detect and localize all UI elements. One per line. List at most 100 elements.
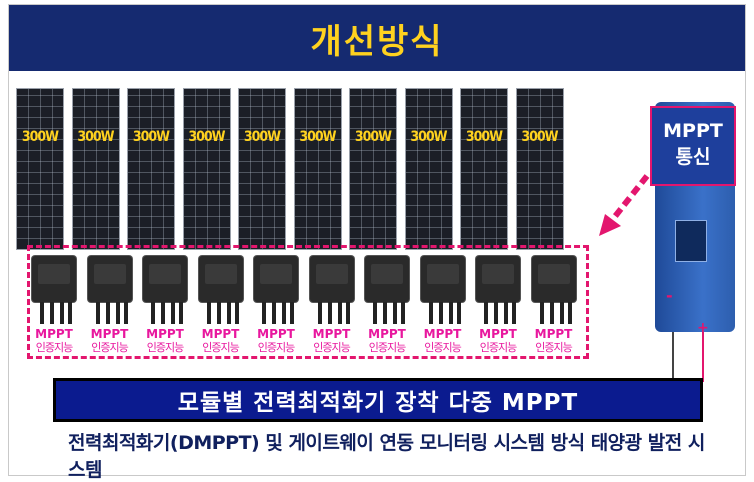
positive-terminal-label: + bbox=[697, 320, 709, 336]
optimizer-group-outline bbox=[27, 245, 589, 359]
connector-lead bbox=[105, 302, 110, 324]
callout-line2: 통신 bbox=[675, 146, 711, 168]
solar-panel: 300W bbox=[515, 88, 564, 250]
optimizer-label: MPPT 인증지능 bbox=[470, 327, 526, 355]
connector-lead bbox=[484, 302, 488, 324]
power-optimizer-icon bbox=[87, 256, 132, 302]
multi-mppt-banner: 모듈별 전력최적화기 장착 다중 MPPT bbox=[53, 378, 703, 422]
solar-panel: 300W bbox=[71, 88, 120, 250]
connector-lead bbox=[337, 302, 342, 324]
optimizer-label-korean: 인증지능 bbox=[479, 341, 517, 354]
optimizer-label-mppt: MPPT bbox=[479, 327, 517, 341]
panel-wattage-label: 300W bbox=[521, 129, 558, 145]
optimizer-label-korean: 인증지능 bbox=[257, 341, 295, 354]
solar-panel: 300W bbox=[404, 88, 453, 250]
optimizer-connectors bbox=[365, 302, 409, 324]
connector-lead bbox=[50, 302, 54, 324]
connector-lead bbox=[216, 302, 221, 324]
solar-panel: 300W bbox=[127, 88, 175, 250]
optimizer-label-korean: 인증지능 bbox=[424, 341, 461, 354]
optimizer-connectors bbox=[310, 302, 354, 324]
optimizer-label-korean: 인증지능 bbox=[91, 341, 128, 354]
connector-lead bbox=[161, 302, 165, 324]
connector-lead bbox=[383, 302, 387, 324]
connector-lead bbox=[512, 302, 516, 324]
system-description: 전력최적화기(DMPPT) 및 게이트웨이 연동 모니터링 시스템 방식 태양광… bbox=[68, 432, 705, 481]
connector-lead bbox=[234, 302, 239, 324]
connector-lead bbox=[179, 302, 183, 324]
banner-text: 모듈별 전력최적화기 장착 다중 MPPT bbox=[177, 390, 579, 416]
connector-lead bbox=[123, 302, 128, 324]
optimizer-label-korean: 인증지능 bbox=[202, 341, 239, 354]
dashed-arrow-icon bbox=[599, 174, 650, 236]
connector-lead bbox=[504, 302, 508, 324]
solar-panel: 300W bbox=[293, 88, 342, 250]
optimizer-label: MPPT 인증지능 bbox=[415, 328, 471, 355]
optimizer-label: MPPT 인증지능 bbox=[82, 327, 138, 355]
connector-lead bbox=[559, 302, 564, 324]
panel-wattage-label: 300W bbox=[299, 129, 336, 145]
power-optimizer-icon bbox=[198, 256, 243, 302]
solar-panel-array: 300W 300W 300W 300W 300W 300W 300W 300W 300W 300W bbox=[16, 88, 586, 258]
power-optimizer-icon bbox=[420, 256, 465, 302]
optimizer-label-korean: 인증지능 bbox=[313, 341, 350, 354]
optimizer-connectors bbox=[143, 302, 187, 324]
optimizer-connectors bbox=[421, 302, 465, 324]
optimizer-label-korean: 인증지능 bbox=[146, 341, 184, 354]
optimizer-label-mppt: MPPT bbox=[35, 327, 73, 341]
panel-wattage-label: 300W bbox=[188, 129, 225, 145]
panel-wattage-label: 300W bbox=[243, 129, 281, 145]
optimizer-connectors bbox=[32, 302, 76, 324]
slide-title: 개선방식 bbox=[310, 21, 444, 62]
optimizer-connectors bbox=[254, 302, 298, 324]
connector-lead bbox=[456, 302, 461, 324]
connector-lead bbox=[290, 302, 294, 324]
connector-lead bbox=[448, 302, 453, 324]
callout-line1: MPPT bbox=[663, 120, 723, 142]
optimizer-label-mppt: MPPT bbox=[201, 327, 240, 341]
panel-wattage-label: 300W bbox=[21, 129, 59, 145]
optimizer-connectors bbox=[199, 302, 243, 324]
connector-lead bbox=[151, 302, 155, 324]
connector-lead bbox=[327, 302, 332, 324]
panel-wattage-label: 300W bbox=[132, 129, 170, 145]
connector-lead bbox=[115, 302, 120, 324]
connector-lead bbox=[206, 302, 211, 324]
optimizer-label-mppt: MPPT bbox=[534, 327, 573, 341]
optimizer-label-korean: 인증지능 bbox=[35, 341, 73, 354]
connector-lead bbox=[401, 302, 405, 324]
power-optimizer-icon bbox=[531, 256, 576, 302]
optimizer-connectors bbox=[88, 302, 132, 324]
connector-lead bbox=[345, 302, 350, 324]
optimizer-label: MPPT 인증지능 bbox=[193, 327, 249, 355]
negative-terminal-label: - bbox=[666, 286, 673, 305]
connector-lead bbox=[68, 302, 72, 324]
connector-lead bbox=[226, 302, 231, 324]
connector-lead bbox=[373, 302, 377, 324]
connector-lead bbox=[438, 302, 443, 324]
optimizer-label-mppt: MPPT bbox=[146, 327, 184, 341]
optimizer-label-korean: 인증지능 bbox=[368, 341, 406, 354]
connector-lead bbox=[567, 302, 572, 324]
power-optimizer-icon bbox=[476, 256, 520, 302]
connector-lead bbox=[282, 302, 286, 324]
power-optimizer-icon bbox=[143, 256, 187, 302]
optimizer-label: MPPT 인증지능 bbox=[26, 327, 82, 355]
connector-lead bbox=[60, 302, 64, 324]
optimizer-label-mppt: MPPT bbox=[312, 327, 351, 341]
connector-lead bbox=[262, 302, 266, 324]
optimizer-label-mppt: MPPT bbox=[257, 327, 295, 341]
panel-wattage-label: 300W bbox=[354, 129, 392, 145]
connector-lead bbox=[428, 302, 433, 324]
connector-lead bbox=[40, 302, 44, 324]
panel-wattage-label: 300W bbox=[465, 129, 503, 145]
inverter-wire-negative bbox=[672, 332, 674, 382]
solar-panel: 300W bbox=[182, 88, 231, 250]
inverter-wire-positive bbox=[702, 332, 704, 382]
power-optimizer-icon bbox=[365, 256, 409, 302]
slide-header: 개선방식 bbox=[9, 5, 745, 71]
optimizer-label-mppt: MPPT bbox=[90, 327, 129, 341]
connector-lead bbox=[317, 302, 322, 324]
optimizer-label: MPPT 인증지능 bbox=[137, 327, 193, 355]
solar-panel: 300W bbox=[238, 88, 286, 250]
